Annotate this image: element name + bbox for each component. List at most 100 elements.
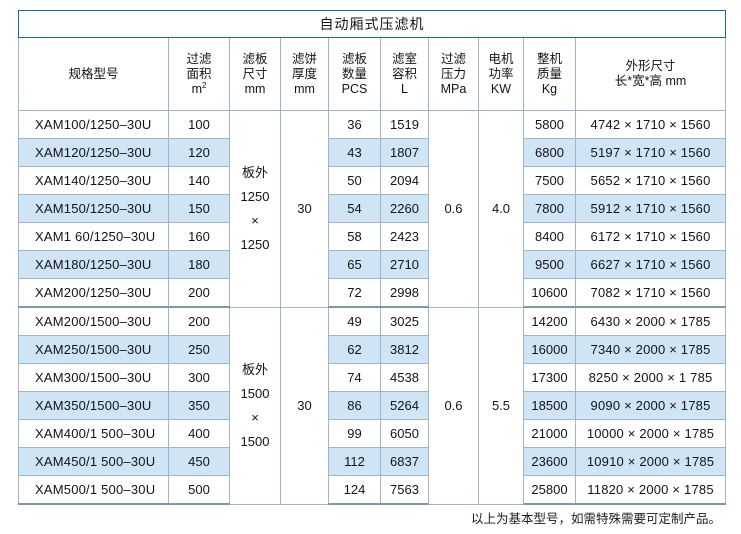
cell-overall-dimensions: 8250 × 2000 × 1 785	[574, 363, 727, 392]
cell-machine-weight: 5800	[523, 110, 576, 139]
cell-machine-weight: 21000	[523, 419, 576, 448]
cell-plate-count: 62	[328, 335, 381, 364]
cell-filter-pressure: 0.6	[428, 110, 479, 308]
cell-filter-area: 100	[168, 110, 230, 139]
cell-chamber-volume: 2260	[380, 194, 429, 223]
column-header-plate-count: 滤板 数量 PCS	[328, 37, 381, 111]
cell-plate-count: 49	[328, 306, 381, 336]
cell-machine-weight: 14200	[523, 306, 576, 336]
cell-model: XAM500/1 500–30U	[18, 475, 169, 505]
cell-model: XAM100/1250–30U	[18, 110, 169, 139]
cell-plate-count: 50	[328, 166, 381, 195]
header-line: 滤饼	[291, 51, 317, 66]
header-line: 滤板	[341, 51, 367, 66]
column-header-plate-size: 滤板 尺寸 mm	[229, 37, 281, 111]
cell-filter-area: 400	[168, 419, 230, 448]
cell-overall-dimensions: 4742 × 1710 × 1560	[574, 110, 727, 139]
cell-machine-weight: 8400	[523, 222, 576, 251]
cell-model: XAM200/1250–30U	[18, 278, 169, 308]
cell-chamber-volume: 2423	[380, 222, 429, 251]
cell-machine-weight: 10600	[523, 278, 576, 308]
cell-overall-dimensions: 6172 × 1710 × 1560	[574, 222, 727, 251]
header-unit: PCS	[341, 81, 368, 96]
column-header-cake-thickness: 滤饼 厚度 mm	[280, 37, 329, 111]
table-row: XAM500/1 500–30U 500 124 7563 25800 11820 × 2…	[18, 475, 727, 505]
cell-machine-weight: 7500	[523, 166, 576, 195]
header-line: 滤板	[242, 51, 268, 66]
table-row: XAM200/1250–30U 200 72 2998 10600 7082 × 1710…	[18, 278, 727, 308]
header-line: 压力	[440, 66, 466, 81]
header-line: 过滤	[186, 51, 212, 66]
table-row: XAM1 60/1250–30U 160 58 2423 8400 6172 × 1710…	[18, 222, 727, 251]
header-unit: mm	[294, 81, 315, 96]
header-unit: KW	[490, 81, 512, 96]
cell-filter-area: 180	[168, 250, 230, 279]
cell-plate-count: 112	[328, 447, 381, 476]
cell-machine-weight: 25800	[523, 475, 576, 505]
cell-plate-count: 74	[328, 363, 381, 392]
footer-note: 以上为基本型号，如需特殊需要可定制产品。	[470, 512, 721, 526]
table-body: XAM100/1250–30U 100 板外 1250 × 1250 30 36 1519 0.6…	[18, 110, 727, 505]
cell-filter-area: 450	[168, 447, 230, 476]
cell-plate-size: 板外 1250 × 1250	[229, 110, 281, 308]
cell-model: XAM200/1500–30U	[18, 306, 169, 336]
cell-machine-weight: 23600	[523, 447, 576, 476]
specification-table: 自动厢式压滤机 规格型号 过滤 面积 m2 滤板 尺寸 mm 滤饼	[17, 10, 727, 505]
cell-filter-area: 200	[168, 306, 230, 336]
table-row: XAM100/1250–30U 100 板外 1250 × 1250 30 36 1519 0.6…	[18, 110, 727, 308]
cell-overall-dimensions: 7082 × 1710 × 1560	[574, 278, 727, 308]
cell-overall-dimensions: 6627 × 1710 × 1560	[574, 250, 727, 279]
superscript-two: 2	[201, 80, 207, 90]
title-row: 自动厢式压滤机	[17, 10, 727, 38]
header-line: 电机	[488, 51, 514, 66]
table-row: XAM140/1250–30U 140 50 2094 7500 5652 × 1710 …	[18, 166, 727, 195]
cell-filter-area: 300	[168, 363, 230, 392]
table-row: XAM400/1 500–30U 400 99 6050 21000 10000 × 20…	[18, 419, 727, 448]
cell-chamber-volume: 6050	[380, 419, 429, 448]
table-row: XAM350/1500–30U 350 86 5264 18500 9090 × 2000…	[18, 391, 727, 420]
cell-plate-count: 36	[328, 110, 381, 139]
table-row: XAM450/1 500–30U 450 112 6837 23600 10910 × 2…	[18, 447, 727, 476]
cell-model: XAM150/1250–30U	[18, 194, 169, 223]
cell-plate-count: 99	[328, 419, 381, 448]
cell-cake-thickness: 30	[280, 306, 329, 505]
cell-overall-dimensions: 10000 × 2000 × 1785	[574, 419, 727, 448]
cell-overall-dimensions: 9090 × 2000 × 1785	[574, 391, 727, 420]
cell-model: XAM450/1 500–30U	[18, 447, 169, 476]
column-header-filter-area: 过滤 面积 m2	[168, 37, 230, 111]
plate-size-line: ×	[251, 212, 259, 228]
cell-filter-area: 500	[168, 475, 230, 505]
cell-filter-area: 140	[168, 166, 230, 195]
cell-model: XAM350/1500–30U	[18, 391, 169, 420]
cell-model: XAM1 60/1250–30U	[18, 222, 169, 251]
column-header-overall-dimensions: 外形尺寸 长*宽*高 mm	[574, 37, 727, 111]
cell-filter-area: 150	[168, 194, 230, 223]
cell-chamber-volume: 1519	[380, 110, 429, 139]
cell-machine-weight: 7800	[523, 194, 576, 223]
column-header-chamber-volume: 滤室 容积 L	[380, 37, 429, 111]
plate-size-line: 1500	[240, 385, 270, 401]
cell-overall-dimensions: 5652 × 1710 × 1560	[574, 166, 727, 195]
cell-chamber-volume: 5264	[380, 391, 429, 420]
cell-plate-count: 54	[328, 194, 381, 223]
cell-plate-count: 43	[328, 138, 381, 167]
header-unit: Kg	[541, 81, 558, 96]
header-line: 功率	[488, 66, 514, 81]
cell-chamber-volume: 4538	[380, 363, 429, 392]
cell-plate-count: 65	[328, 250, 381, 279]
table-head: 自动厢式压滤机 规格型号 过滤 面积 m2 滤板 尺寸 mm 滤饼	[17, 10, 727, 111]
column-header-model: 规格型号	[18, 37, 169, 111]
cell-filter-pressure: 0.6	[428, 306, 479, 505]
cell-motor-power: 4.0	[478, 110, 524, 308]
cell-plate-count: 86	[328, 391, 381, 420]
header-line: 滤室	[391, 51, 417, 66]
header-line: 数量	[341, 66, 367, 81]
header-line: 规格型号	[68, 66, 119, 81]
plate-size-line: 板外	[241, 361, 268, 377]
cell-overall-dimensions: 11820 × 2000 × 1785	[574, 475, 727, 505]
cell-overall-dimensions: 10910 × 2000 × 1785	[574, 447, 727, 476]
table-row: XAM250/1500–30U 250 62 3812 16000 7340 × 2000…	[18, 335, 727, 364]
cell-chamber-volume: 2710	[380, 250, 429, 279]
cell-filter-area: 160	[168, 222, 230, 251]
